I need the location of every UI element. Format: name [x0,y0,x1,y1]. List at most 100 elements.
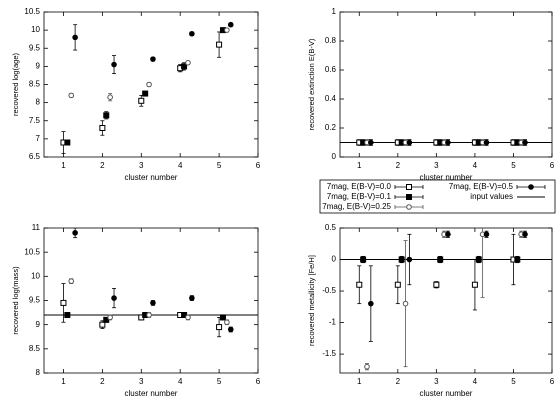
y-tick-label: 8 [36,98,41,107]
x-tick-label: 5 [217,377,222,386]
x-tick-label: 1 [61,377,66,386]
marker [437,256,444,263]
marker [68,278,75,284]
y-tick-label: -1.5 [322,349,336,358]
marker [99,321,106,328]
x-tick-label: 1 [357,377,362,386]
marker [64,312,71,318]
x-tick-label: 2 [100,377,105,386]
legend-label: 7mag, E(B-V)=0.0 [327,182,392,191]
x-tick-label: 6 [550,377,555,386]
y-tick-label: 0.4 [325,94,337,103]
plot-area [340,139,552,146]
marker [394,281,401,288]
x-tick-label: 5 [217,161,222,170]
marker [356,281,363,288]
marker [216,324,223,331]
y-tick-label: 9.5 [29,43,41,52]
legend-marker [406,184,412,190]
marker [142,90,149,97]
y-tick-label: 9 [36,61,41,70]
legend-marker [406,204,412,210]
marker [402,300,409,307]
marker [475,256,482,263]
x-axis-label: cluster number [125,173,178,182]
y-axis-label: recovered extinction E(B-V) [307,38,316,130]
x-tick-label: 3 [139,161,144,170]
marker [189,30,195,37]
marker [107,94,113,100]
y-tick-label: 7 [36,134,41,143]
y-tick-label: 0.6 [325,65,337,74]
marker [483,231,490,238]
y-tick-label: 6.5 [29,152,41,161]
marker [433,281,440,288]
marker [364,363,370,370]
marker [227,326,234,333]
marker [227,21,234,28]
legend-label: 7mag, E(B-V)=0.25 [322,202,391,211]
marker [146,81,152,88]
marker [138,97,145,104]
marker [445,231,451,238]
marker [224,319,230,326]
marker [64,139,71,146]
x-tick-label: 3 [434,377,439,386]
y-tick-label: -1 [329,318,337,327]
y-tick-label: 1 [332,7,337,16]
y-tick-label: 0.5 [325,223,337,232]
legend-marker [406,194,412,200]
marker [99,125,106,131]
marker [60,299,67,306]
legend-frame [319,179,556,214]
marker [406,139,413,146]
marker [185,314,191,321]
x-tick-label: 1 [61,161,66,170]
y-tick-label: 0.2 [325,123,337,132]
marker [406,256,413,263]
plot-area [340,228,552,371]
marker [72,230,78,236]
plot-area [44,228,258,338]
x-tick-label: 6 [550,161,555,170]
y-tick-label: 10 [31,25,40,34]
plot-frame [339,227,553,374]
x-tick-label: 2 [396,377,401,386]
legend-marker [528,184,534,190]
marker [146,312,152,318]
y-tick-label: 0.8 [325,36,337,45]
x-tick-label: 5 [511,161,516,170]
y-tick-label: 8.5 [29,344,41,353]
x-tick-label: 4 [178,377,183,386]
y-tick-label: 7.5 [29,116,41,125]
legend-label: 7mag, E(B-V)=0.1 [327,192,392,201]
marker [522,139,528,146]
marker [514,256,521,263]
y-tick-label: 11 [32,223,41,232]
marker [368,139,374,146]
x-tick-label: 3 [139,377,144,386]
marker [181,63,188,70]
marker [219,314,226,321]
marker [150,300,156,306]
x-tick-label: 3 [434,161,439,170]
x-tick-label: 2 [396,161,401,170]
legend-label: 7mag, E(B-V)=0.5 [449,182,514,191]
y-tick-label: 0 [332,255,337,264]
x-tick-label: 1 [357,161,362,170]
y-axis-label: recovered log(age) [11,53,20,116]
y-tick-label: -0.5 [322,286,336,295]
y-tick-label: 8.5 [29,80,41,89]
x-tick-label: 4 [473,377,478,386]
marker [111,61,117,68]
marker [185,59,191,66]
x-tick-label: 5 [511,377,516,386]
marker [445,139,451,146]
x-tick-label: 2 [100,161,105,170]
plot-area [60,21,234,154]
marker [103,112,110,119]
x-axis-label: cluster number [125,389,178,398]
marker [368,300,374,307]
marker [216,41,223,48]
